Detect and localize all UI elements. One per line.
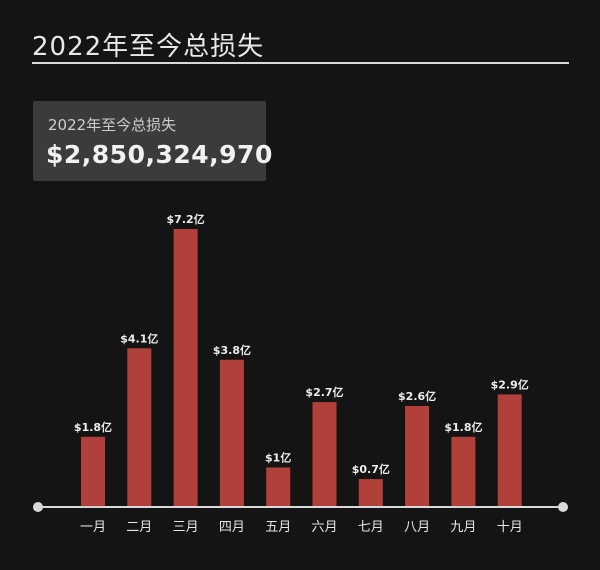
title-divider bbox=[32, 62, 569, 64]
bar-2 bbox=[127, 348, 152, 506]
bar-value-label: $4.1亿 bbox=[120, 331, 158, 345]
x-tick-label: 八月 bbox=[404, 520, 430, 535]
x-axis-start-marker bbox=[33, 502, 43, 512]
bar-value-label: $2.9亿 bbox=[491, 377, 529, 391]
bar-value-label: $3.8亿 bbox=[213, 343, 251, 357]
bar-value-label: $2.7亿 bbox=[305, 385, 343, 399]
bar-8 bbox=[405, 406, 430, 506]
bar-1 bbox=[81, 436, 105, 507]
bar-10 bbox=[497, 394, 522, 506]
x-tick-label: 三月 bbox=[173, 520, 199, 535]
x-tick-label: 四月 bbox=[219, 520, 245, 535]
bar-4 bbox=[219, 359, 244, 506]
x-tick-label: 七月 bbox=[358, 520, 384, 535]
bar-value-label: $7.2亿 bbox=[167, 212, 205, 226]
bar-3 bbox=[173, 229, 198, 506]
bar-9 bbox=[451, 436, 476, 507]
page-title: 2022年至今总损失 bbox=[32, 32, 265, 62]
bar-7 bbox=[358, 479, 383, 506]
x-tick-label: 九月 bbox=[450, 520, 476, 535]
x-tick-label: 五月 bbox=[265, 520, 291, 535]
x-tick-label: 一月 bbox=[80, 520, 106, 535]
bar-value-label: $1.8亿 bbox=[444, 420, 482, 434]
bar-value-label: $0.7亿 bbox=[352, 462, 390, 476]
bar-value-label: $2.6亿 bbox=[398, 389, 436, 403]
total-loss-card: 2022年至今总损失 $2,850,324,970 bbox=[33, 101, 272, 181]
bar-6 bbox=[312, 402, 337, 506]
total-loss-label: 2022年至今总损失 bbox=[48, 116, 177, 134]
x-tick-label: 二月 bbox=[126, 520, 152, 535]
x-tick-label: 六月 bbox=[311, 520, 337, 535]
bar-value-label: $1亿 bbox=[265, 451, 291, 465]
x-axis-end-marker bbox=[558, 502, 568, 512]
bar-5 bbox=[266, 467, 291, 506]
bar-value-label: $1.8亿 bbox=[74, 420, 112, 434]
total-loss-value: $2,850,324,970 bbox=[46, 140, 273, 169]
x-tick-label: 十月 bbox=[497, 520, 523, 535]
